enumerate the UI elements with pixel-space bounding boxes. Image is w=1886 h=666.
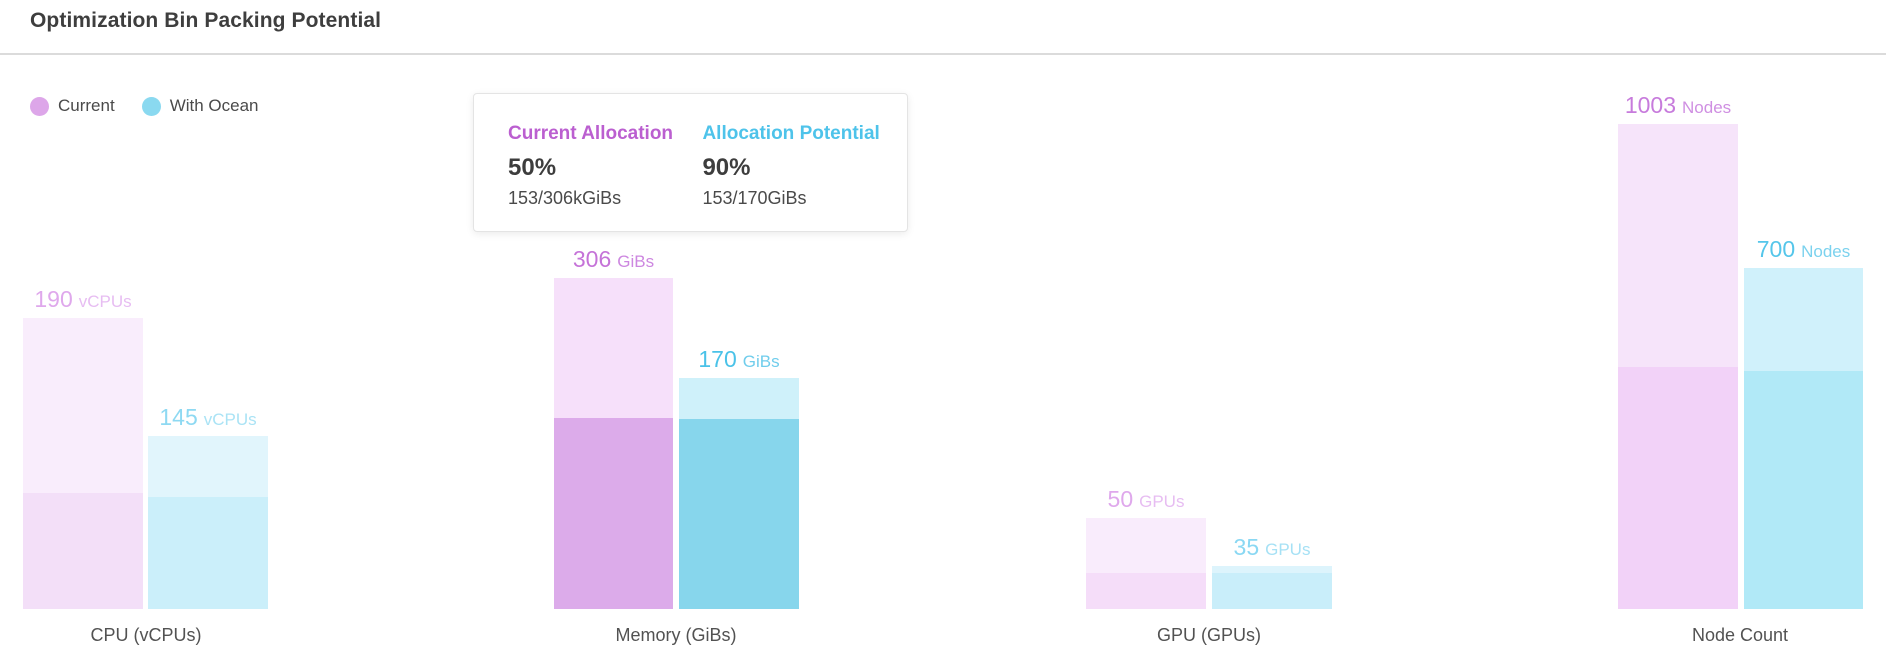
bar-value-unit: vCPUs bbox=[203, 410, 257, 429]
bar-value-unit: GPUs bbox=[1139, 492, 1185, 511]
legend-dot-current-icon bbox=[30, 96, 49, 116]
bar-value-unit: GiBs bbox=[617, 252, 655, 271]
bar-value-number: 190 bbox=[34, 286, 73, 312]
bar-node-count-with-ocean[interactable] bbox=[1744, 268, 1863, 609]
bar-memory-current[interactable] bbox=[554, 278, 673, 609]
category-label-cpu: CPU (vCPUs) bbox=[90, 625, 202, 645]
chart-title: Optimization Bin Packing Potential bbox=[30, 9, 382, 32]
bar-used-segment-node-count-with-ocean bbox=[1744, 371, 1863, 609]
chart-tooltip: Current Allocation 50% 153/306kGiBs Allo… bbox=[473, 93, 908, 232]
bar-value-number: 50 bbox=[1107, 486, 1134, 512]
category-label-gpu: GPU (GPUs) bbox=[1156, 625, 1262, 645]
bar-value-label-node-count-with-ocean: 700 Nodes bbox=[1757, 238, 1851, 261]
bar-value-unit: vCPUs bbox=[78, 292, 132, 311]
bar-used-segment-gpu-with-ocean bbox=[1212, 573, 1332, 609]
bar-value-number: 170 bbox=[698, 346, 737, 372]
bar-cpu-with-ocean[interactable] bbox=[148, 436, 268, 609]
bar-value-label-gpu-with-ocean: 35 GPUs bbox=[1234, 536, 1311, 559]
bar-used-segment-cpu-with-ocean bbox=[148, 497, 268, 609]
bar-value-unit: Nodes bbox=[1801, 242, 1851, 261]
bar-value-number: 306 bbox=[572, 246, 612, 272]
bar-value-label-cpu-with-ocean: 145 vCPUs bbox=[159, 406, 256, 429]
tooltip-allocation-potential: Allocation Potential 90% 153/170GiBs bbox=[702, 123, 879, 209]
category-label-node-count: Node Count bbox=[1691, 625, 1789, 645]
bar-used-segment-memory-current bbox=[554, 418, 673, 609]
tooltip-current-allocation-detail: 153/306kGiBs bbox=[508, 188, 622, 208]
bar-value-unit: GPUs bbox=[1265, 540, 1311, 559]
bar-used-segment-gpu-current bbox=[1086, 573, 1206, 609]
tooltip-allocation-potential-title: Allocation Potential bbox=[702, 123, 880, 144]
legend-dot-with-ocean-icon bbox=[141, 96, 161, 116]
tooltip-allocation-potential-percent: 90% bbox=[702, 154, 751, 181]
bar-used-segment-node-count-current bbox=[1618, 367, 1738, 609]
bar-value-unit: Nodes bbox=[1682, 98, 1732, 117]
bar-used-segment-memory-with-ocean bbox=[679, 419, 799, 609]
bar-value-number: 700 bbox=[1756, 236, 1796, 262]
chart-legend: Current With Ocean bbox=[30, 96, 259, 116]
bar-value-label-memory-with-ocean: 170 GiBs bbox=[698, 348, 779, 371]
tooltip-current-allocation-title: Current Allocation bbox=[508, 123, 674, 144]
bar-value-number: 1003 bbox=[1624, 92, 1677, 118]
bar-gpu-with-ocean[interactable] bbox=[1212, 566, 1332, 609]
bar-gpu-current[interactable] bbox=[1086, 518, 1206, 609]
bar-value-label-node-count-current: 1003 Nodes bbox=[1625, 94, 1731, 117]
bar-used-segment-cpu-current bbox=[23, 493, 143, 609]
bar-value-unit: GiBs bbox=[742, 352, 780, 371]
tooltip-current-allocation-percent: 50% bbox=[508, 154, 557, 181]
legend-item-current[interactable]: Current bbox=[30, 96, 115, 116]
bar-value-number: 145 bbox=[159, 404, 198, 430]
bar-value-label-cpu-current: 190 vCPUs bbox=[34, 288, 131, 311]
bar-value-number: 35 bbox=[1233, 534, 1260, 560]
bar-memory-with-ocean[interactable] bbox=[679, 378, 799, 609]
legend-item-with-ocean[interactable]: With Ocean bbox=[141, 96, 259, 116]
category-label-memory: Memory (GiBs) bbox=[615, 625, 737, 645]
tooltip-allocation-potential-detail: 153/170GiBs bbox=[702, 188, 807, 208]
bar-value-label-gpu-current: 50 GPUs bbox=[1108, 488, 1185, 511]
legend-label-current: Current bbox=[58, 96, 115, 115]
legend-label-with-ocean: With Ocean bbox=[169, 96, 259, 115]
tooltip-current-allocation: Current Allocation 50% 153/306kGiBs bbox=[508, 123, 698, 209]
bar-cpu-current[interactable] bbox=[23, 318, 143, 609]
bar-value-label-memory-current: 306 GiBs bbox=[573, 248, 654, 271]
header-divider bbox=[0, 53, 1886, 55]
bar-node-count-current[interactable] bbox=[1618, 124, 1738, 609]
